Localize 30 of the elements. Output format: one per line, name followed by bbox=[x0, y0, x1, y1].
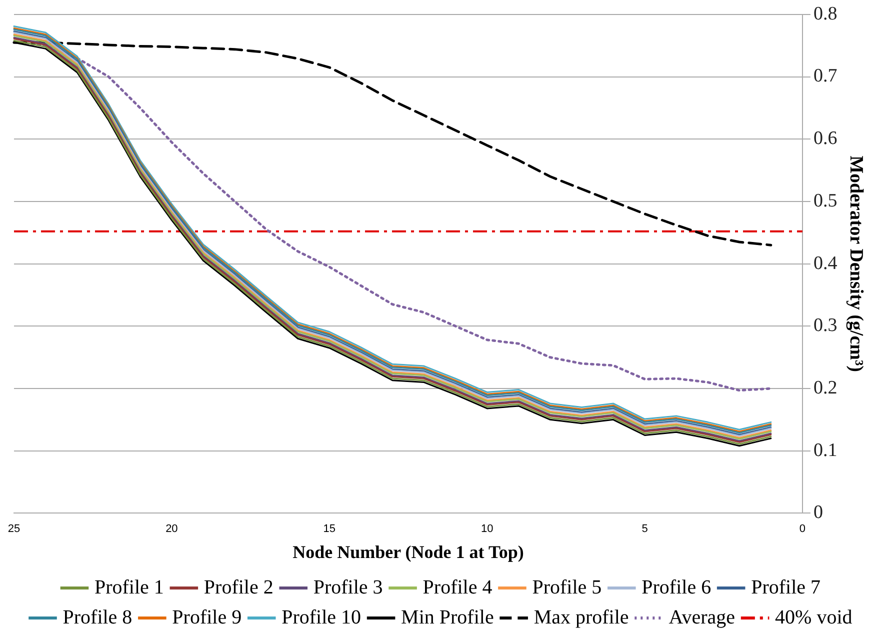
y-tick-label: 0.3 bbox=[813, 315, 838, 336]
legend-label: Min Profile bbox=[401, 606, 494, 628]
legend-label: Profile 7 bbox=[751, 576, 821, 598]
x-axis-title: Node Number (Node 1 at Top) bbox=[292, 542, 524, 562]
x-tick-label: 25 bbox=[8, 522, 20, 535]
legend-label: Profile 6 bbox=[642, 576, 712, 598]
legend-label: Profile 8 bbox=[62, 606, 132, 628]
y-tick-label: 0.6 bbox=[813, 128, 838, 150]
y-tick-label: 0.4 bbox=[813, 252, 838, 274]
legend-label: Profile 2 bbox=[204, 576, 274, 598]
y-tick-label: 0.7 bbox=[813, 66, 838, 87]
y-tick-label: 0.1 bbox=[813, 440, 838, 461]
legend-label: Profile 10 bbox=[282, 606, 362, 628]
y-tick-label: 0.8 bbox=[813, 3, 838, 24]
y-tick-label: 0.2 bbox=[813, 377, 838, 398]
legend-label: Profile 1 bbox=[94, 576, 164, 598]
y-axis-title: Moderator Density (g/cm³) bbox=[846, 156, 867, 372]
legend-label: Average bbox=[668, 606, 736, 628]
legend-label: Profile 9 bbox=[172, 606, 242, 628]
legend-label: Max profile bbox=[534, 606, 629, 628]
x-tick-label: 15 bbox=[323, 522, 336, 535]
x-tick-label: 20 bbox=[166, 522, 178, 535]
legend-label: Profile 5 bbox=[532, 576, 602, 598]
y-tick-label: 0.5 bbox=[813, 190, 838, 212]
x-tick-label: 5 bbox=[642, 522, 648, 535]
legend-label: Profile 3 bbox=[313, 576, 383, 598]
x-tick-label: 10 bbox=[480, 522, 494, 535]
legend-label: 40% void bbox=[775, 606, 852, 628]
legend-label: Profile 4 bbox=[422, 576, 492, 598]
x-tick-label: 0 bbox=[799, 522, 806, 535]
